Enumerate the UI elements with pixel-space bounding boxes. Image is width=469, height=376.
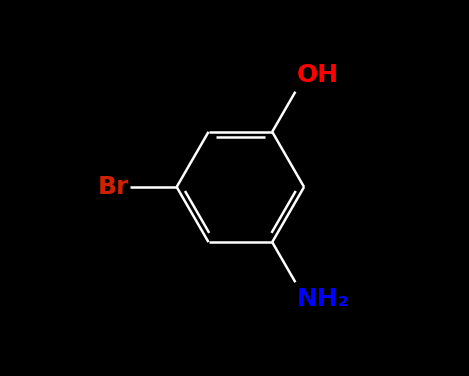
Text: OH: OH [297,64,339,87]
Text: NH₂: NH₂ [297,287,349,311]
Text: Br: Br [98,175,129,199]
